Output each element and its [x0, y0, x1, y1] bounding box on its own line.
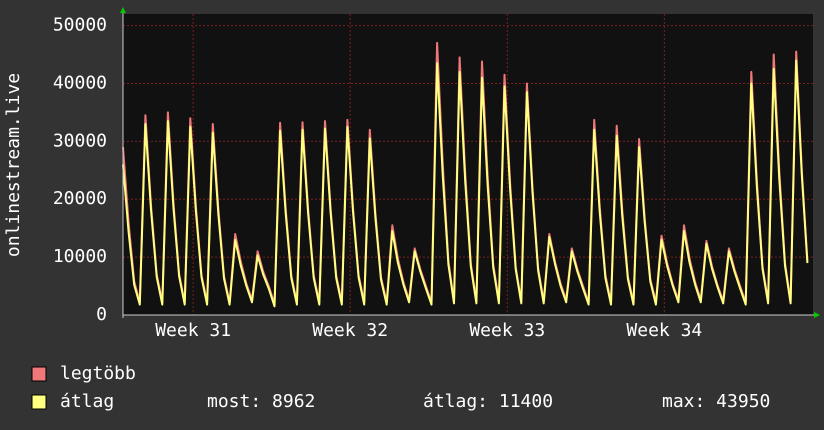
- line: [122, 59, 809, 308]
- x-tick-label: Week 32: [312, 320, 388, 341]
- stat: max: 43950: [662, 391, 770, 412]
- lines: [122, 41, 809, 308]
- arrow: [814, 312, 820, 318]
- legend: legtöbb átlag most: 8962 átlag: 11400 max: 4…: [31, 363, 770, 412]
- arrow: [120, 7, 126, 13]
- x-tick-label: Week 31: [155, 320, 231, 341]
- legend-swatch: [31, 366, 47, 382]
- legend-label: átlag: [60, 391, 114, 412]
- y-tick-label: 0: [96, 304, 107, 325]
- plot-area: [123, 14, 813, 315]
- stat: most: 8962: [207, 391, 315, 412]
- stat: átlag: 11400: [423, 391, 553, 412]
- x-tick-label: Week 33: [469, 320, 545, 341]
- x-tick-label: Week 34: [626, 320, 702, 341]
- y-tick-label: 50000: [53, 15, 107, 36]
- y-axis-label: onlinestream.live: [3, 73, 24, 257]
- y-tick-label: 30000: [53, 130, 107, 151]
- y-tick-label: 10000: [53, 246, 107, 267]
- legend-label: legtöbb: [60, 363, 136, 384]
- legend-swatch: [31, 394, 47, 410]
- y-tick-label: 20000: [53, 188, 107, 209]
- y-tick-label: 40000: [53, 72, 107, 93]
